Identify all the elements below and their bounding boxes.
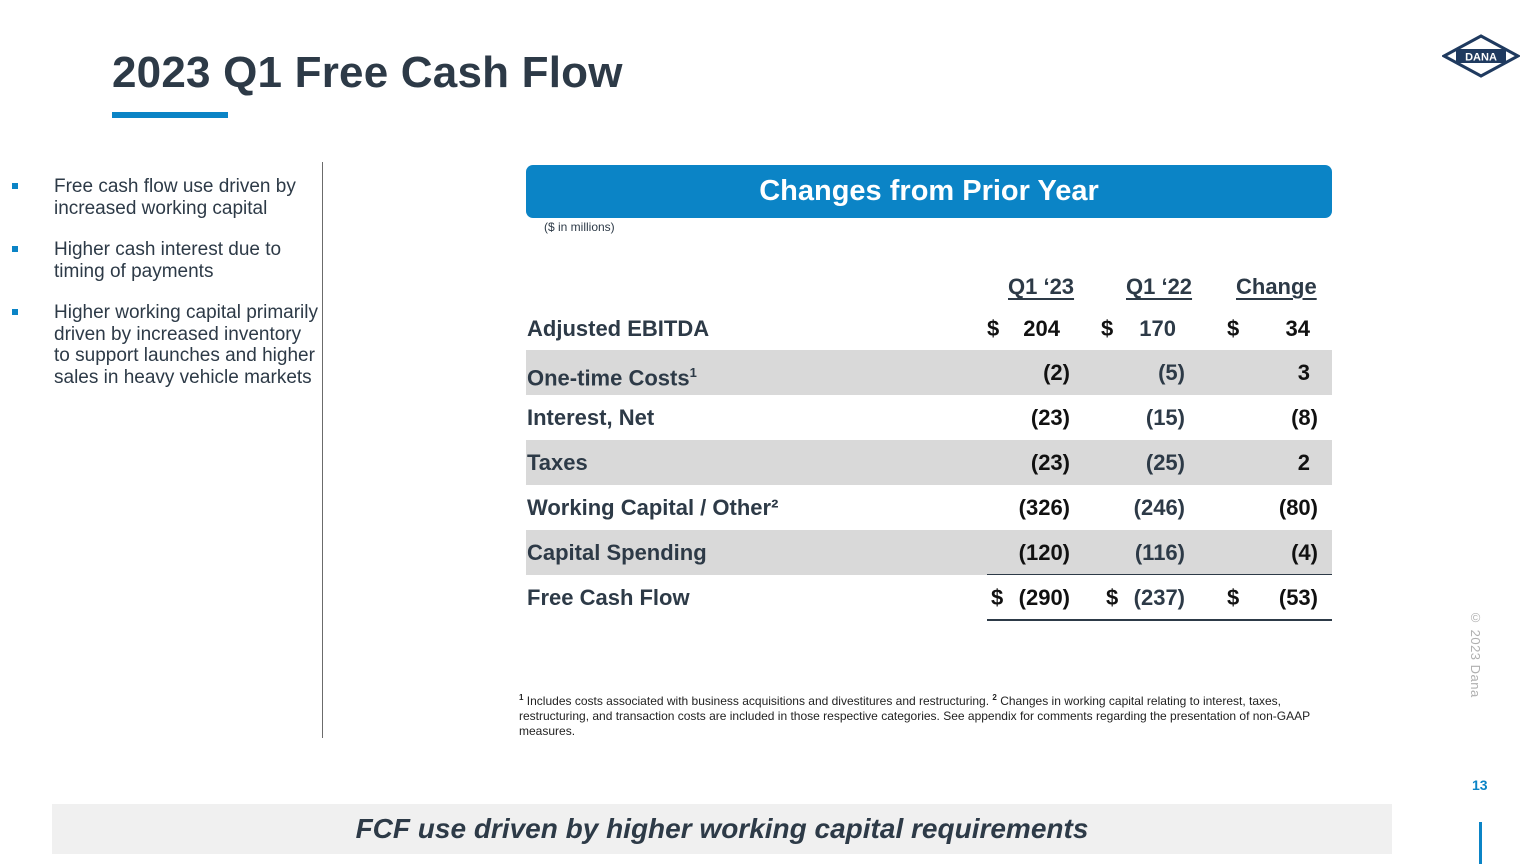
currency-symbol: $	[991, 585, 1004, 610]
page-title: 2023 Q1 Free Cash Flow	[112, 48, 623, 97]
copyright: © 2023 Dana	[1468, 610, 1483, 698]
footnote-ref: 1	[689, 365, 697, 380]
bullet-text: Free cash flow use driven by increased w…	[54, 176, 296, 219]
row-label: One-time Costs1	[527, 365, 697, 391]
cell-q1-22: (5)	[1158, 360, 1185, 385]
row-label: Free Cash Flow	[527, 585, 690, 610]
cell-q1-23: 204	[1023, 316, 1060, 341]
cell-q1-23: (23)	[1030, 450, 1070, 475]
table-row-free-cash-flow: Free Cash Flow $ (290) $ (237) $ (53)	[526, 575, 1332, 620]
bullet-marker	[12, 246, 18, 252]
bullet-marker	[12, 183, 18, 189]
footnote-sup-2: 2	[992, 693, 997, 702]
bullet-marker	[12, 309, 18, 315]
cell-change: 3	[1297, 360, 1310, 385]
row-label: Interest, Net	[527, 405, 655, 430]
cell-change: (4)	[1291, 540, 1318, 565]
table-row-adjusted-ebitda: Adjusted EBITDA $ 204 $ 170 $ 34	[526, 306, 1332, 351]
table-banner: Changes from Prior Year	[526, 165, 1332, 218]
column-header-q1-22: Q1 ‘22	[1126, 274, 1193, 299]
cell-change: (80)	[1278, 495, 1318, 520]
cell-q1-23: (120)	[1018, 540, 1070, 565]
cell-q1-22: (237)	[1133, 585, 1185, 610]
cell-change: 34	[1285, 316, 1310, 341]
footnote: 1 Includes costs associated with busines…	[519, 690, 1319, 739]
cell-q1-23: (2)	[1043, 360, 1070, 385]
dana-logo: DANA	[1442, 34, 1520, 78]
units-note: ($ in millions)	[544, 220, 615, 234]
row-label: Working Capital / Other²	[527, 495, 779, 520]
title-underline	[112, 112, 228, 118]
footnote-sup-1: 1	[519, 693, 524, 702]
cell-q1-22: (116)	[1134, 540, 1185, 565]
column-header-change: Change	[1236, 274, 1317, 299]
conclusion-banner: FCF use driven by higher working capital…	[52, 804, 1392, 854]
currency-symbol: $	[1106, 585, 1119, 610]
logo-text: DANA	[1465, 52, 1497, 64]
row-label: Taxes	[527, 450, 588, 475]
cell-change: (8)	[1291, 405, 1318, 430]
page-accent-bar	[1479, 822, 1482, 864]
table-row-taxes: Taxes (23) (25) 2	[526, 440, 1332, 485]
bullet-text: Higher cash interest due to timing of pa…	[54, 239, 282, 282]
cell-q1-22: 170	[1139, 316, 1176, 341]
cell-q1-22: (25)	[1145, 450, 1185, 475]
table-row-working-capital: Working Capital / Other² (326) (246) (80…	[526, 485, 1332, 530]
vertical-divider	[322, 162, 323, 738]
cell-q1-23: (290)	[1018, 585, 1070, 610]
total-rule-bottom	[987, 619, 1332, 621]
cell-q1-23: (23)	[1030, 405, 1070, 430]
footnote-text-2: Changes in working capital relating to i…	[519, 694, 1310, 738]
table-row-interest-net: Interest, Net (23) (15) (8)	[526, 395, 1332, 440]
cell-q1-23: (326)	[1018, 495, 1070, 520]
bullet-item: Higher cash interest due to timing of pa…	[12, 239, 318, 282]
page-number: 13	[1472, 777, 1488, 793]
currency-symbol: $	[1101, 316, 1114, 341]
table-row-one-time-costs: One-time Costs1 (2) (5) 3	[526, 350, 1332, 395]
row-label: Capital Spending	[527, 540, 707, 565]
column-header-q1-23: Q1 ‘23	[1008, 274, 1075, 299]
table-row-capital-spending: Capital Spending (120) (116) (4)	[526, 530, 1332, 575]
currency-symbol: $	[1227, 585, 1240, 610]
cell-change: (53)	[1278, 585, 1318, 610]
cell-q1-22: (246)	[1133, 495, 1185, 520]
bullet-text: Higher working capital primarily driven …	[54, 302, 318, 388]
total-rule-top	[987, 574, 1332, 575]
row-label: Adjusted EBITDA	[527, 316, 710, 341]
currency-symbol: $	[987, 316, 1000, 341]
currency-symbol: $	[1227, 316, 1240, 341]
bullet-item: Higher working capital primarily driven …	[12, 302, 318, 388]
bullet-list: Free cash flow use driven by increased w…	[12, 176, 318, 408]
cell-q1-22: (15)	[1145, 405, 1185, 430]
cell-change: 2	[1297, 450, 1310, 475]
footnote-text-1: Includes costs associated with business …	[526, 694, 990, 708]
bullet-item: Free cash flow use driven by increased w…	[12, 176, 318, 219]
